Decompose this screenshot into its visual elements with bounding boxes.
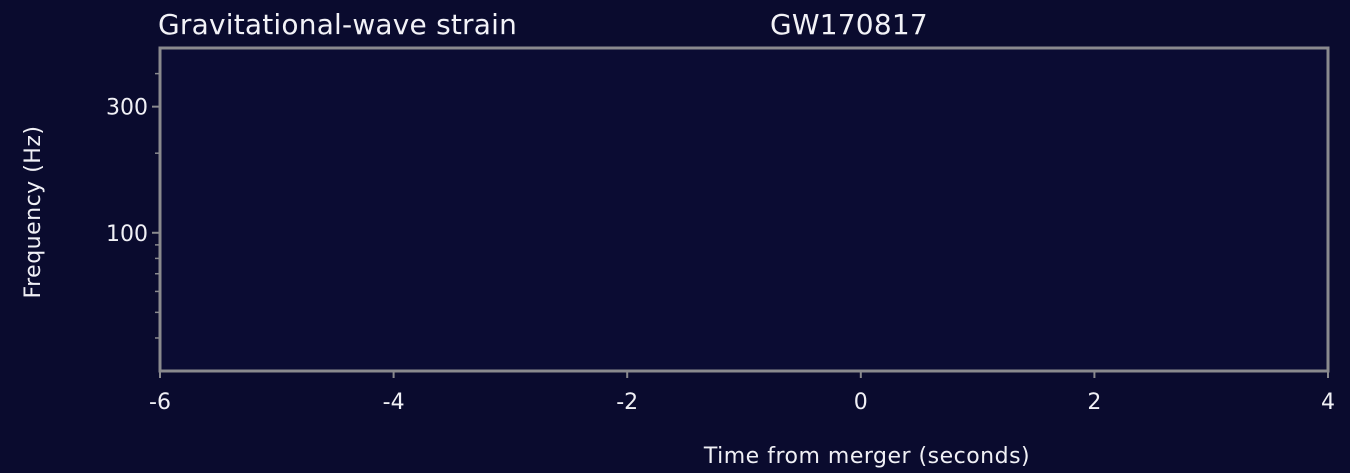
axis-tick-labels: -6 -4 -2 0 2 4 100 300	[106, 96, 1335, 415]
x-tick-label: 4	[1321, 390, 1335, 415]
x-tick-label: 2	[1087, 390, 1101, 415]
x-tick-label: -6	[149, 390, 171, 415]
y-tick-label: 300	[106, 96, 148, 121]
y-tick-label: 100	[106, 222, 148, 247]
x-axis-label: Time from merger (seconds)	[703, 444, 1030, 469]
y-axis-label: Frequency (Hz)	[21, 126, 46, 299]
chart-subtitle: GW170817	[770, 8, 928, 41]
x-tick-label: -4	[383, 390, 405, 415]
axis-ticks	[152, 72, 1329, 378]
x-tick-label: 0	[854, 390, 868, 415]
plot-area	[158, 46, 1330, 373]
plot-frame	[158, 46, 1330, 373]
chart-title: Gravitational-wave strain	[158, 8, 518, 41]
spectrogram-area	[160, 48, 1328, 371]
x-tick-label: -2	[616, 390, 638, 415]
